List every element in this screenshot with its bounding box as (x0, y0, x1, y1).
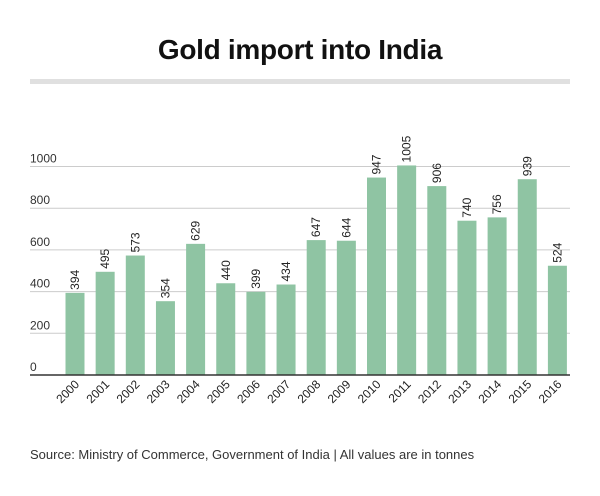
x-tick-label: 2003 (144, 377, 173, 406)
bar-2005 (216, 283, 236, 375)
bar-2013 (457, 220, 477, 375)
data-label-2008: 647 (309, 217, 323, 237)
bar-2006 (246, 291, 266, 375)
data-label-2011: 1005 (400, 135, 414, 162)
x-tick-label: 2007 (264, 377, 293, 406)
data-label-2002: 573 (128, 232, 142, 252)
gridlines (30, 166, 570, 334)
x-tick-label: 2016 (536, 377, 565, 406)
x-tick-label: 2012 (415, 377, 444, 406)
title-divider (30, 79, 570, 84)
x-tick-label: 2009 (325, 377, 354, 406)
x-tick-label: 2014 (475, 377, 504, 406)
y-tick-label: 200 (30, 318, 50, 332)
data-label-2003: 354 (158, 278, 172, 298)
bar-2007 (276, 284, 296, 375)
bar-2003 (155, 301, 175, 375)
y-tick-label: 0 (30, 360, 37, 374)
bar-2015 (517, 179, 537, 375)
data-label-2012: 906 (430, 163, 444, 183)
y-tick-label: 600 (30, 235, 50, 249)
data-label-2004: 629 (189, 221, 203, 241)
bar-2004 (186, 243, 206, 375)
x-tick-label: 2011 (386, 377, 414, 405)
data-labels: 394 495 573 354 629 440 399 434 647 644 947 1005 906… (68, 135, 564, 298)
data-label-2007: 434 (279, 261, 293, 281)
data-label-2001: 495 (98, 248, 112, 268)
data-label-2013: 740 (460, 197, 474, 217)
bar-2014 (487, 217, 507, 375)
bar-2001 (95, 271, 115, 375)
data-label-2000: 394 (68, 270, 82, 290)
bar-2008 (306, 240, 326, 375)
x-tick-label: 2013 (445, 377, 474, 406)
x-tick-label: 2006 (234, 377, 263, 406)
data-label-2015: 939 (520, 156, 534, 176)
data-label-2009: 644 (339, 217, 353, 237)
bar-2010 (367, 177, 386, 375)
y-tick-label: 1000 (30, 152, 57, 166)
bar-2000 (65, 292, 85, 375)
y-tick-label: 800 (30, 193, 50, 207)
data-label-2005: 440 (219, 260, 233, 280)
data-label-2016: 524 (550, 242, 564, 262)
x-tick-label: 2005 (204, 377, 233, 406)
x-tick-label: 2001 (83, 377, 112, 406)
data-label-2014: 756 (490, 194, 504, 214)
x-tick-label: 2002 (114, 377, 143, 406)
source-note: Source: Ministry of Commerce, Government… (30, 447, 475, 462)
bar-2016 (547, 265, 567, 375)
chart-title: Gold import into India (157, 34, 443, 65)
bar-2009 (336, 240, 356, 375)
x-tick-label: 2004 (174, 377, 203, 406)
bar-2012 (427, 186, 447, 375)
x-tick-label: 2010 (355, 377, 384, 406)
x-tick-label: 2000 (53, 377, 82, 406)
y-tick-label: 400 (30, 277, 50, 291)
data-label-2006: 399 (249, 268, 263, 288)
x-tick-label: 2015 (506, 377, 535, 406)
data-label-2010: 947 (370, 154, 384, 174)
x-tick-label: 2008 (295, 377, 324, 406)
bars (65, 165, 567, 375)
bar-2002 (125, 255, 145, 375)
bar-2011 (397, 165, 417, 375)
